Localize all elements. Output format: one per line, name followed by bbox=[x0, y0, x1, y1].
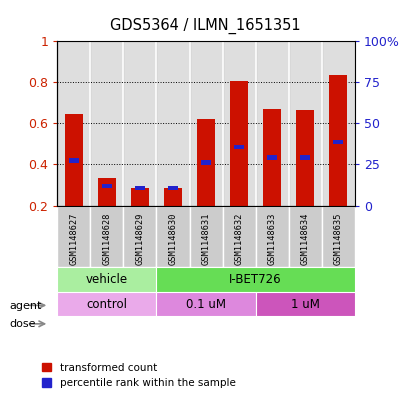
Text: GSM1148634: GSM1148634 bbox=[300, 213, 309, 265]
Bar bbox=[295, 110, 313, 206]
Bar bbox=[333, 140, 342, 144]
Text: vehicle: vehicle bbox=[85, 273, 128, 286]
Legend: transformed count, percentile rank within the sample: transformed count, percentile rank withi… bbox=[42, 363, 235, 388]
Text: dose: dose bbox=[9, 319, 36, 329]
Bar bbox=[222, 41, 255, 206]
Text: 1 uM: 1 uM bbox=[290, 298, 319, 310]
Bar bbox=[299, 155, 309, 160]
Text: GSM1148631: GSM1148631 bbox=[201, 213, 210, 265]
Bar bbox=[288, 206, 321, 267]
Bar bbox=[255, 292, 354, 316]
Bar bbox=[123, 41, 156, 206]
Bar bbox=[321, 41, 354, 206]
Bar bbox=[164, 188, 182, 206]
Text: control: control bbox=[86, 298, 127, 310]
Text: agent: agent bbox=[9, 301, 41, 311]
Bar bbox=[57, 206, 90, 267]
Bar bbox=[328, 75, 346, 206]
Bar bbox=[288, 41, 321, 206]
Text: GDS5364 / ILMN_1651351: GDS5364 / ILMN_1651351 bbox=[110, 17, 299, 34]
Bar bbox=[156, 41, 189, 206]
Text: 0.1 uM: 0.1 uM bbox=[186, 298, 225, 310]
Bar bbox=[90, 41, 123, 206]
Bar bbox=[156, 206, 189, 267]
Text: GSM1148635: GSM1148635 bbox=[333, 213, 342, 265]
Bar bbox=[98, 178, 116, 206]
Bar bbox=[156, 267, 354, 292]
Text: GSM1148629: GSM1148629 bbox=[135, 213, 144, 265]
Text: I-BET726: I-BET726 bbox=[229, 273, 281, 286]
Text: GSM1148632: GSM1148632 bbox=[234, 213, 243, 265]
Bar bbox=[266, 155, 276, 160]
Bar bbox=[156, 292, 255, 316]
Bar bbox=[57, 267, 156, 292]
Bar bbox=[255, 41, 288, 206]
Bar bbox=[196, 119, 215, 206]
Bar bbox=[90, 206, 123, 267]
Bar bbox=[57, 41, 90, 206]
Bar bbox=[200, 160, 211, 165]
Bar bbox=[69, 158, 79, 163]
Bar bbox=[123, 206, 156, 267]
Text: GSM1148628: GSM1148628 bbox=[102, 213, 111, 265]
Bar bbox=[135, 186, 145, 190]
Bar bbox=[222, 206, 255, 267]
Bar bbox=[321, 206, 354, 267]
Text: GSM1148633: GSM1148633 bbox=[267, 213, 276, 265]
Bar bbox=[102, 184, 112, 188]
Bar bbox=[262, 109, 281, 206]
Bar bbox=[255, 206, 288, 267]
Bar bbox=[189, 206, 222, 267]
Bar bbox=[189, 41, 222, 206]
Bar bbox=[234, 145, 243, 149]
Bar bbox=[229, 81, 247, 206]
Text: GSM1148627: GSM1148627 bbox=[69, 213, 78, 265]
Text: GSM1148630: GSM1148630 bbox=[168, 213, 177, 265]
Bar bbox=[57, 292, 156, 316]
Bar bbox=[65, 114, 83, 206]
Bar bbox=[168, 186, 178, 190]
Bar bbox=[130, 188, 149, 206]
